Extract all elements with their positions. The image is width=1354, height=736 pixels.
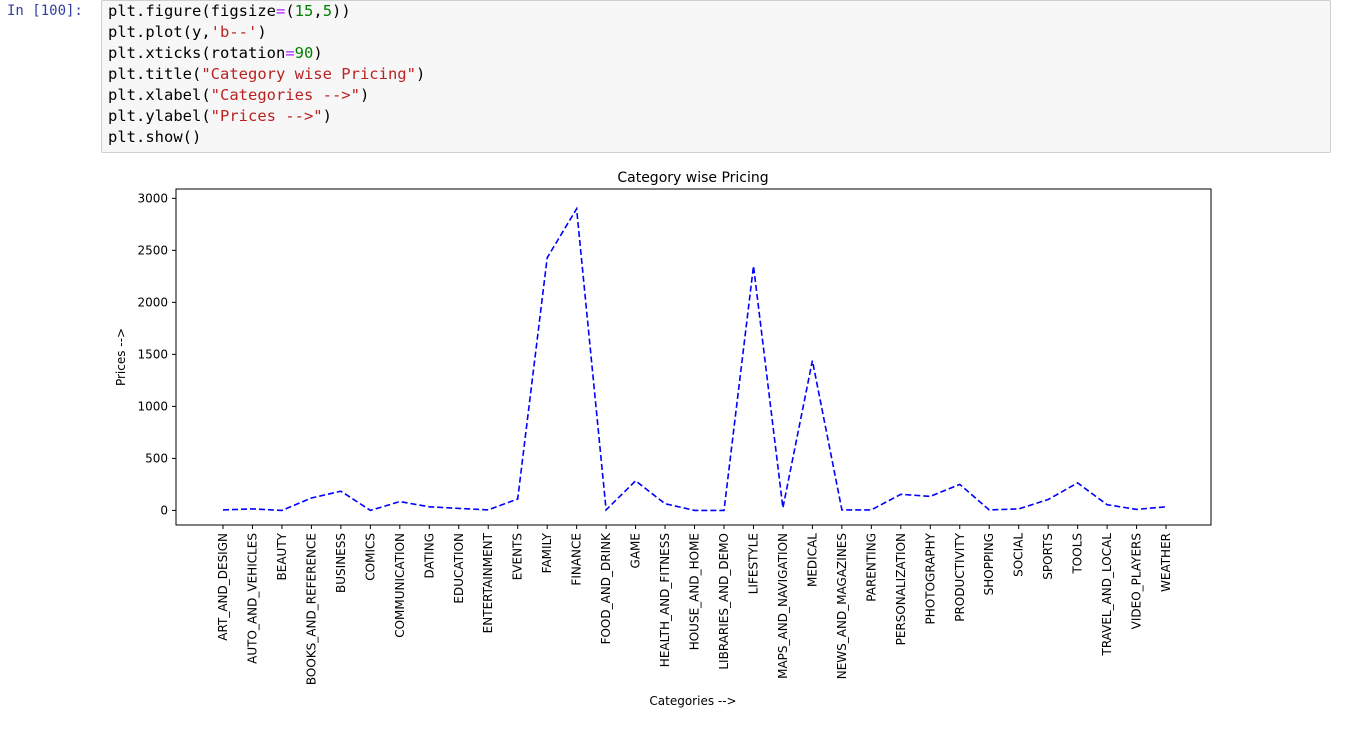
code-token: plt.plot(y, [108,23,211,41]
y-tick-label: 1000 [137,399,168,413]
code-editor[interactable]: plt.figure(figsize=(15,5))plt.plot(y,'b-… [108,1,425,148]
code-token: ) [416,65,425,83]
code-token: ) [323,107,332,125]
code-token: ) [257,23,266,41]
code-token: = [285,44,294,62]
x-axis-label: Categories --> [649,694,736,708]
x-tick-label: GAME [629,533,643,568]
code-token: )) [332,2,351,20]
x-tick-label: BEAUTY [275,532,289,580]
x-tick-label: TRAVEL_AND_LOCAL [1100,533,1114,657]
code-token: ( [285,2,294,20]
x-axis-ticks: ART_AND_DESIGN AUTO_AND_VEHICLES BEAUTY BOO… [216,525,1173,685]
x-tick-label: HOUSE_AND_HOME [688,533,702,650]
x-tick-label: PHOTOGRAPHY [923,532,937,624]
code-token: plt.xticks(rotation [108,44,285,62]
x-tick-label: WEATHER [1159,533,1173,592]
x-tick-label: PERSONALIZATION [894,533,908,645]
code-line: plt.title("Category wise Pricing") [108,64,425,85]
code-token: = [276,2,285,20]
code-token: 90 [295,44,314,62]
x-tick-label: LIFESTYLE [746,533,760,594]
x-tick-label: ENTERTAINMENT [481,532,495,633]
code-token: ) [360,86,369,104]
x-tick-label: NEWS_AND_MAGAZINES [835,533,849,679]
x-tick-label: ART_AND_DESIGN [216,533,230,641]
y-tick-label: 2000 [137,295,168,309]
x-tick-label: HEALTH_AND_FITNESS [658,533,672,667]
x-tick-label: COMICS [363,533,377,581]
code-token: plt.xlabel( [108,86,211,104]
x-tick-label: MEDICAL [805,533,819,587]
code-token: "Category wise Pricing" [201,65,416,83]
plot-area-frame [176,189,1211,525]
x-tick-label: DATING [422,533,436,578]
code-token: plt.ylabel( [108,107,211,125]
code-line: plt.show() [108,127,425,148]
cell-prompt: In [100]: [7,1,99,22]
code-cell-input[interactable]: plt.figure(figsize=(15,5))plt.plot(y,'b-… [101,0,1331,153]
x-tick-label: SOCIAL [1012,533,1026,577]
y-tick-label: 3000 [137,191,168,205]
x-tick-label: FOOD_AND_DRINK [599,532,613,645]
code-line: plt.plot(y,'b--') [108,22,425,43]
y-tick-label: 2500 [137,243,168,257]
x-tick-label: COMMUNICATION [393,533,407,638]
code-token: plt.title( [108,65,201,83]
code-line: plt.xlabel("Categories -->") [108,85,425,106]
x-tick-label: VIDEO_PLAYERS [1130,533,1144,629]
code-line: plt.xticks(rotation=90) [108,43,425,64]
line-chart: Category wise Pricing Categories --> Pri… [101,160,1354,732]
code-token: ) [313,44,322,62]
x-tick-label: BUSINESS [334,533,348,593]
x-tick-label: PARENTING [864,533,878,602]
x-tick-label: SPORTS [1041,533,1055,580]
x-tick-label: AUTO_AND_VEHICLES [245,533,259,664]
chart-title: Category wise Pricing [617,170,768,186]
x-tick-label: SHOPPING [982,533,996,595]
code-token: plt.show() [108,128,201,146]
y-tick-label: 1500 [137,347,168,361]
x-tick-label: TOOLS [1071,533,1085,575]
y-tick-label: 0 [160,503,168,517]
y-axis-label: Prices --> [114,328,128,386]
x-tick-label: FAMILY [540,532,554,573]
x-tick-label: EVENTS [511,533,525,580]
x-tick-label: LIBRARIES_AND_DEMO [717,533,731,670]
code-token: 'b--' [211,23,258,41]
x-tick-label: FINANCE [570,533,584,586]
code-token: , [313,2,322,20]
x-tick-label: MAPS_AND_NAVIGATION [776,533,790,679]
cell-output: Category wise Pricing Categories --> Pri… [101,160,1354,732]
code-line: plt.ylabel("Prices -->") [108,106,425,127]
x-tick-label: EDUCATION [452,533,466,604]
code-token: 15 [295,2,314,20]
y-axis-ticks: 0 500 1000 1500 2000 2500 3000 [137,191,176,517]
x-tick-label: PRODUCTIVITY [953,532,967,621]
code-line: plt.figure(figsize=(15,5)) [108,1,425,22]
y-tick-label: 500 [145,451,168,465]
code-token: plt.figure(figsize [108,2,276,20]
series-line [223,209,1166,511]
code-token: "Prices -->" [211,107,323,125]
x-tick-label: BOOKS_AND_REFERENCE [304,533,318,685]
code-token: 5 [323,2,332,20]
code-token: "Categories -->" [211,86,360,104]
